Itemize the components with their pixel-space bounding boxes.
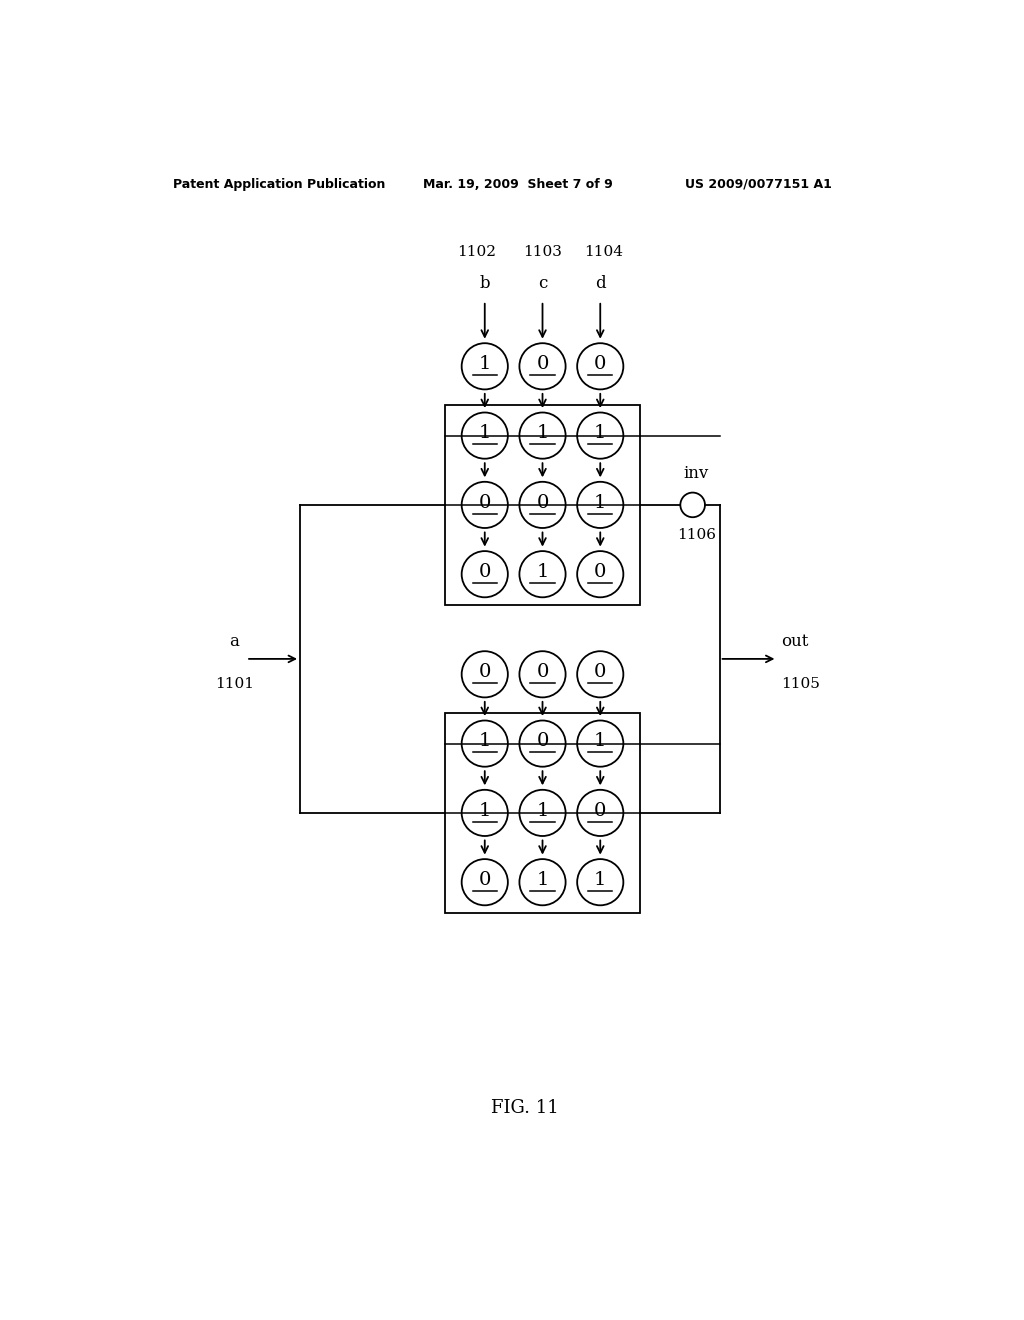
Text: b: b bbox=[479, 275, 490, 292]
Text: 1103: 1103 bbox=[523, 246, 562, 259]
Text: 1: 1 bbox=[594, 424, 606, 442]
Text: d: d bbox=[595, 275, 605, 292]
Text: 0: 0 bbox=[594, 562, 606, 581]
Text: c: c bbox=[538, 275, 547, 292]
Text: 1: 1 bbox=[478, 733, 490, 750]
Text: 0: 0 bbox=[537, 355, 549, 374]
Text: 0: 0 bbox=[478, 494, 490, 512]
Text: a: a bbox=[229, 632, 240, 649]
Text: 0: 0 bbox=[478, 663, 490, 681]
Text: 0: 0 bbox=[478, 562, 490, 581]
Text: FIG. 11: FIG. 11 bbox=[490, 1100, 559, 1117]
Text: 0: 0 bbox=[594, 355, 606, 374]
Text: 1: 1 bbox=[537, 871, 549, 888]
Text: 0: 0 bbox=[537, 663, 549, 681]
Text: 1: 1 bbox=[478, 355, 490, 374]
Text: 1: 1 bbox=[594, 733, 606, 750]
Text: Patent Application Publication: Patent Application Publication bbox=[173, 178, 385, 190]
Bar bbox=[444, 713, 640, 913]
Text: 1102: 1102 bbox=[458, 246, 497, 259]
Text: 1: 1 bbox=[537, 562, 549, 581]
Text: 1: 1 bbox=[478, 424, 490, 442]
Text: 0: 0 bbox=[594, 801, 606, 820]
Text: 1: 1 bbox=[537, 424, 549, 442]
Text: out: out bbox=[781, 632, 809, 649]
Text: 1: 1 bbox=[594, 494, 606, 512]
Text: 1105: 1105 bbox=[781, 677, 820, 692]
Text: 0: 0 bbox=[594, 663, 606, 681]
Text: 1106: 1106 bbox=[677, 528, 716, 543]
Text: inv: inv bbox=[684, 465, 710, 482]
Text: US 2009/0077151 A1: US 2009/0077151 A1 bbox=[685, 178, 831, 190]
Text: 0: 0 bbox=[537, 733, 549, 750]
Text: 0: 0 bbox=[537, 494, 549, 512]
Text: 1: 1 bbox=[594, 871, 606, 888]
Text: 1101: 1101 bbox=[215, 677, 254, 692]
Text: 1: 1 bbox=[478, 801, 490, 820]
Text: Mar. 19, 2009  Sheet 7 of 9: Mar. 19, 2009 Sheet 7 of 9 bbox=[423, 178, 613, 190]
Text: 0: 0 bbox=[478, 871, 490, 888]
Text: 1: 1 bbox=[537, 801, 549, 820]
Bar bbox=[444, 405, 640, 605]
Text: 1104: 1104 bbox=[585, 246, 624, 259]
